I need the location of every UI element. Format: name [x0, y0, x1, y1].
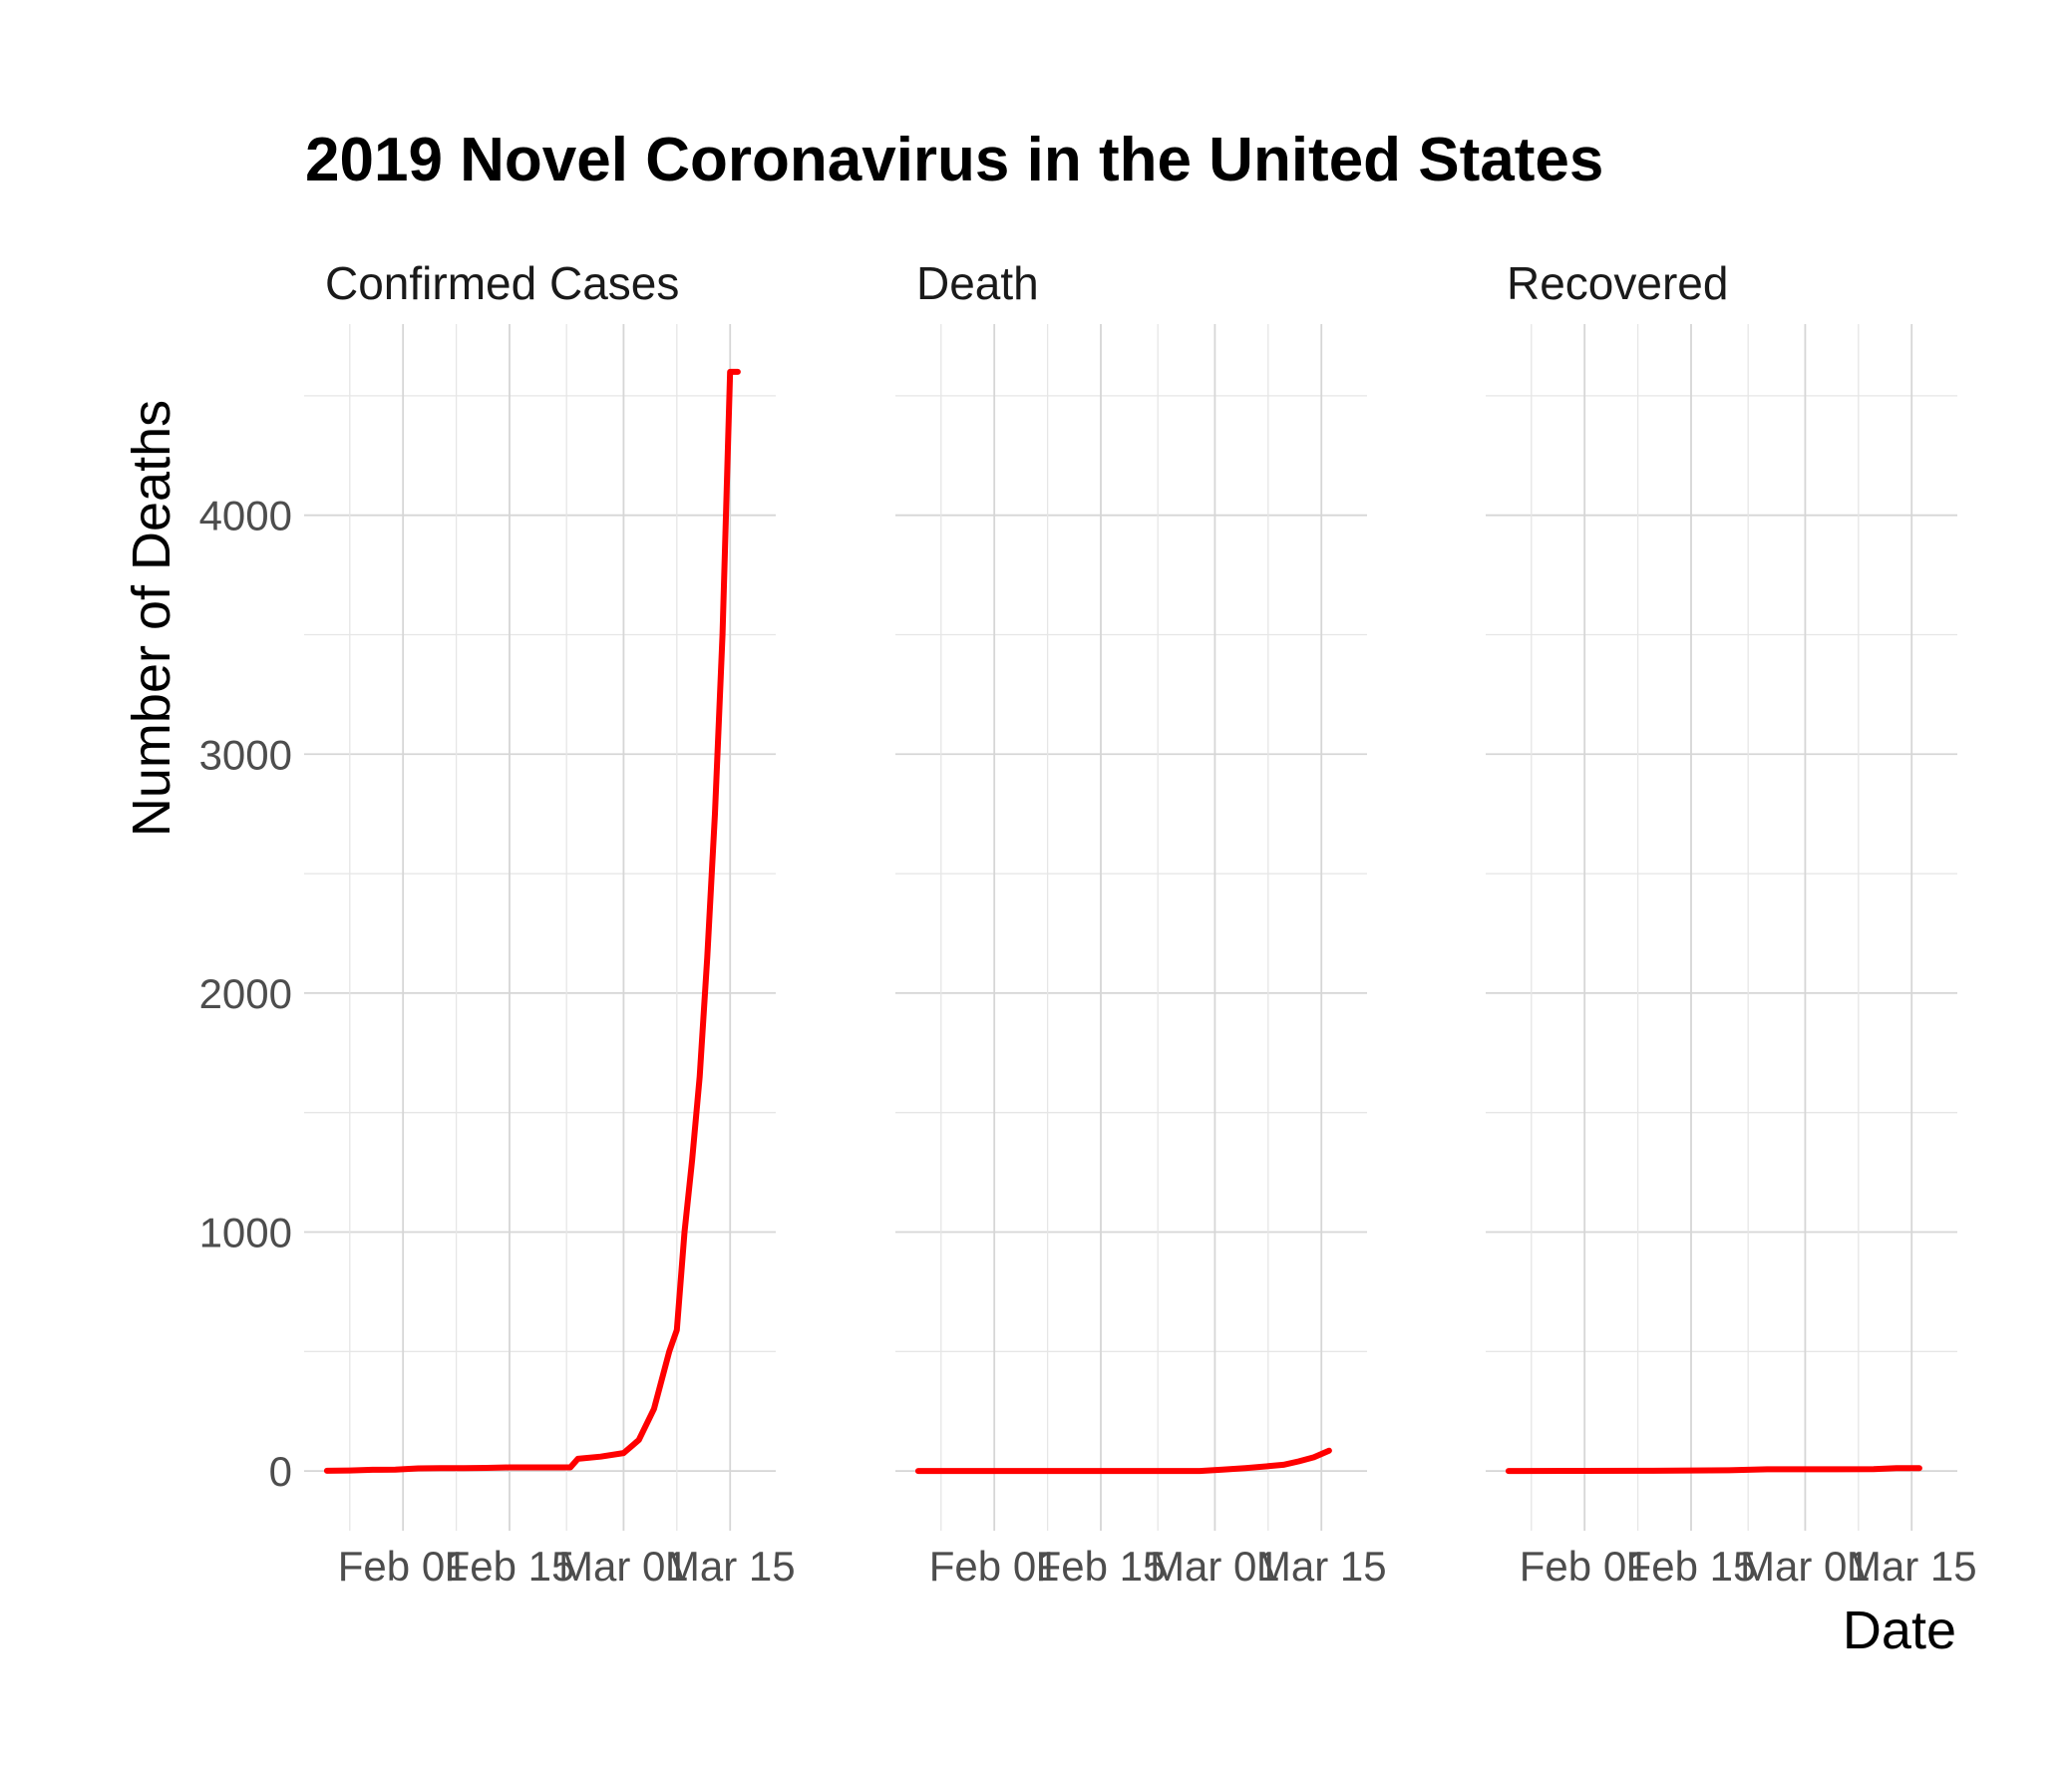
- y-tick-label: 4000: [199, 493, 292, 539]
- x-tick-label: Feb 15: [1626, 1543, 1757, 1590]
- x-tick-label: Mar 01: [1740, 1543, 1871, 1590]
- x-tick-label: Mar 15: [1847, 1543, 1977, 1590]
- x-tick-label: Feb 01: [338, 1543, 469, 1590]
- x-tick-label: Feb 15: [1036, 1543, 1167, 1590]
- y-tick-label: 3000: [199, 731, 292, 778]
- x-tick-label: Mar 01: [558, 1543, 689, 1590]
- x-axis-title: Date: [1843, 1601, 1956, 1660]
- y-tick-label: 1000: [199, 1209, 292, 1255]
- series-line-death: [914, 1447, 1332, 1475]
- y-axis-title: Number of Deaths: [122, 400, 181, 837]
- facet-label: Recovered: [1507, 257, 1728, 309]
- x-tick-label: Feb 01: [1520, 1543, 1650, 1590]
- y-tick-label: 2000: [199, 970, 292, 1017]
- series-line-recovered: [1505, 1465, 1922, 1475]
- y-tick-label: 0: [269, 1448, 292, 1495]
- chart-title: 2019 Novel Coronavirus in the United Sta…: [305, 126, 1603, 194]
- x-tick-label: Feb 01: [929, 1543, 1060, 1590]
- x-tick-label: Feb 15: [445, 1543, 575, 1590]
- x-tick-label: Mar 01: [1150, 1543, 1280, 1590]
- x-tick-label: Mar 15: [665, 1543, 796, 1590]
- series-line-confirmed-cases: [323, 368, 741, 1474]
- x-tick-label: Mar 15: [1256, 1543, 1387, 1590]
- facet-label: Death: [916, 257, 1039, 309]
- facet-label: Confirmed Cases: [325, 257, 679, 309]
